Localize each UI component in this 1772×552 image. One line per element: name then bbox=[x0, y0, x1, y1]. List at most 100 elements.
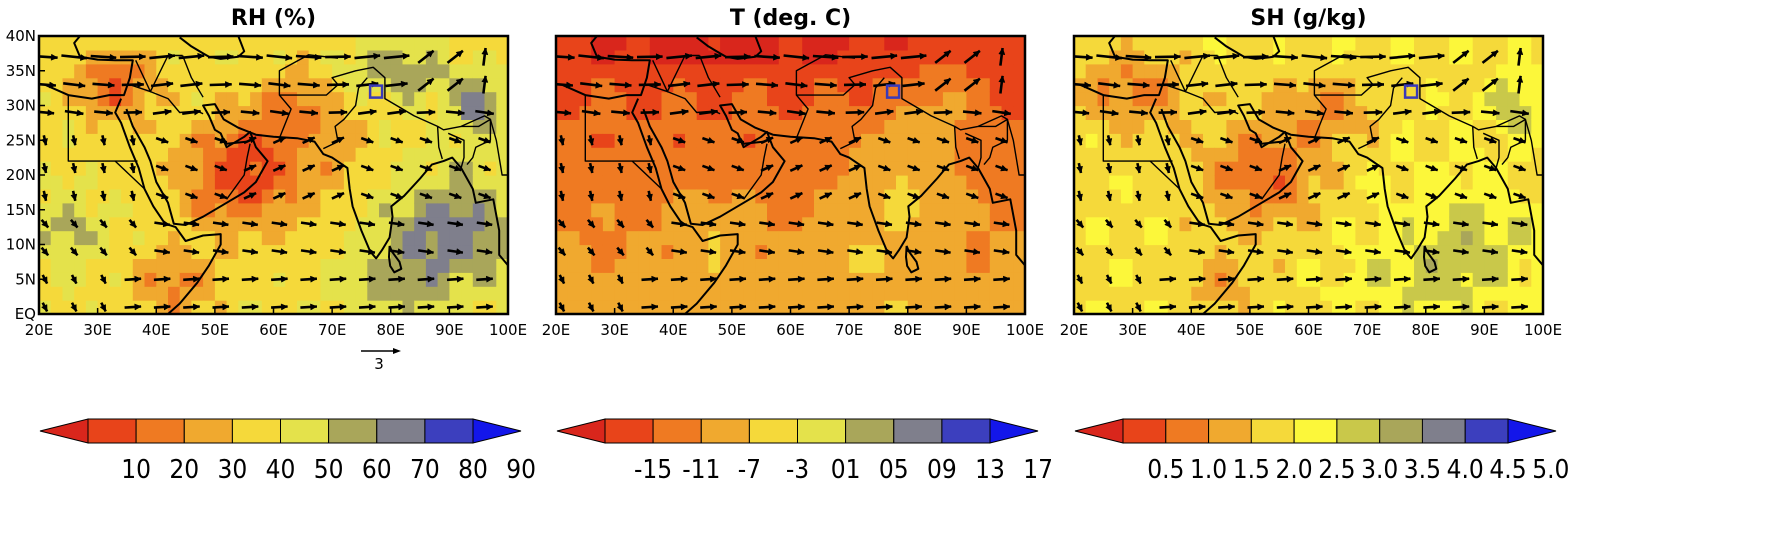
colorbar-label: 05 bbox=[879, 455, 909, 485]
colorbar-swatch bbox=[87, 418, 137, 444]
field-cell bbox=[343, 230, 357, 246]
field-cell bbox=[238, 63, 251, 79]
field-cell bbox=[85, 36, 99, 51]
field-cell bbox=[579, 161, 592, 176]
field-cell bbox=[814, 230, 827, 246]
field-cell bbox=[872, 63, 885, 79]
wind-arrow-head bbox=[739, 275, 747, 283]
field-cell bbox=[1191, 258, 1204, 273]
wind-arrow-head bbox=[1003, 109, 1012, 117]
field-cell bbox=[1167, 147, 1181, 162]
field-cell bbox=[778, 272, 792, 287]
field-cell bbox=[1414, 216, 1427, 232]
field-cell bbox=[226, 63, 239, 79]
field-cell bbox=[144, 175, 157, 190]
field-cell bbox=[1144, 119, 1157, 134]
wind-arrow-head bbox=[1144, 53, 1152, 61]
field-cell bbox=[1179, 77, 1192, 93]
field-cell bbox=[1484, 36, 1497, 51]
field-cell bbox=[567, 147, 580, 162]
field-cell bbox=[1531, 91, 1543, 107]
field-cell bbox=[461, 244, 474, 259]
wind-arrow-head bbox=[1315, 220, 1323, 228]
field-cell bbox=[285, 300, 298, 314]
field-cell bbox=[191, 36, 204, 51]
field-cell bbox=[1179, 119, 1192, 134]
field-cell bbox=[1507, 161, 1521, 176]
wind-arrow-head bbox=[655, 53, 664, 61]
field-cell bbox=[1402, 202, 1415, 218]
field-cell bbox=[825, 133, 838, 148]
wind-arrow-head bbox=[70, 276, 77, 285]
field-cell bbox=[814, 188, 827, 204]
wind-arrow-head bbox=[1203, 52, 1211, 60]
field-cell bbox=[1472, 36, 1485, 51]
field-cell bbox=[1332, 119, 1345, 134]
field-cell bbox=[1296, 105, 1310, 120]
field-cell bbox=[743, 91, 756, 107]
field-cell bbox=[1496, 258, 1509, 273]
field-cell bbox=[484, 258, 497, 273]
field-cell bbox=[285, 175, 298, 190]
field-cell bbox=[1144, 63, 1157, 79]
field-cell bbox=[1013, 258, 1025, 273]
field-cell bbox=[907, 230, 921, 246]
field-cell bbox=[1261, 272, 1274, 287]
field-cell bbox=[1414, 300, 1427, 314]
field-cell bbox=[743, 147, 756, 162]
field-cell bbox=[297, 202, 310, 218]
field-cell bbox=[203, 36, 216, 51]
wind-arrow-head bbox=[567, 53, 576, 61]
field-cell bbox=[1214, 63, 1227, 79]
field-cell bbox=[62, 286, 75, 301]
field-cell bbox=[1343, 36, 1356, 51]
field-cell bbox=[896, 272, 909, 287]
field-cell bbox=[1109, 188, 1122, 204]
field-cell bbox=[907, 175, 921, 190]
field-cell bbox=[1214, 161, 1227, 176]
field-cell bbox=[1460, 147, 1474, 162]
wind-arrow-head bbox=[1430, 164, 1439, 172]
field-cell bbox=[790, 230, 803, 246]
wind-arrow-head bbox=[998, 75, 1006, 83]
field-cell bbox=[461, 258, 474, 273]
field-cell bbox=[1191, 286, 1204, 301]
field-cell bbox=[1460, 161, 1474, 176]
wind-arrow-head bbox=[558, 193, 565, 202]
field-cell bbox=[1320, 216, 1333, 232]
field-cell bbox=[1001, 230, 1014, 246]
field-cell bbox=[1378, 119, 1392, 134]
field-cell bbox=[1484, 119, 1497, 134]
colorbar-label: -11 bbox=[682, 455, 720, 485]
field-cell bbox=[696, 133, 709, 148]
field-cell bbox=[884, 188, 897, 204]
field-cell bbox=[919, 63, 932, 79]
field-cell bbox=[1097, 286, 1110, 301]
wind-arrow-head bbox=[222, 275, 230, 283]
field-cell bbox=[942, 230, 956, 246]
field-cell bbox=[1013, 147, 1025, 162]
wind-arrow-head bbox=[428, 108, 436, 116]
field-cell bbox=[320, 77, 333, 93]
field-cell bbox=[1496, 230, 1509, 246]
field-cell bbox=[837, 175, 850, 190]
field-cell bbox=[320, 175, 333, 190]
field-cell bbox=[1449, 188, 1462, 204]
field-cell bbox=[261, 147, 275, 162]
wind-arrow-head bbox=[1518, 192, 1527, 200]
wind-arrow-head bbox=[853, 137, 862, 144]
field-cell bbox=[39, 147, 52, 162]
field-cell bbox=[1156, 147, 1169, 162]
field-cell bbox=[1343, 91, 1356, 107]
field-cell bbox=[1013, 91, 1025, 107]
field-cell bbox=[1531, 230, 1543, 246]
field-cell bbox=[261, 49, 275, 65]
colorbar-over-triangle bbox=[472, 418, 522, 444]
wind-arrow-head bbox=[1225, 192, 1234, 200]
field-cell bbox=[778, 77, 792, 93]
wind-arrow-head bbox=[1105, 276, 1112, 285]
field-cell bbox=[402, 216, 415, 232]
wind-arrow-head bbox=[831, 53, 839, 61]
field-cell bbox=[1179, 286, 1192, 301]
field-cell bbox=[661, 286, 674, 301]
